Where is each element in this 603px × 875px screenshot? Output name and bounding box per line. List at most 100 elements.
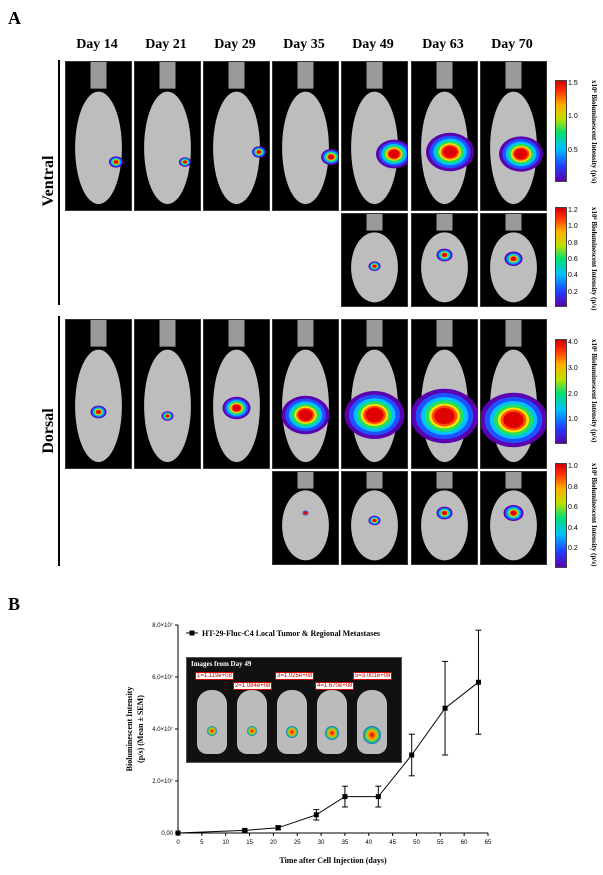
dorsal-lower-image [341,471,408,565]
signal-contour [304,511,307,515]
x-tick-label: 5 [200,840,204,846]
mouse-illustration [282,472,329,561]
day-label: Day 35 [283,37,325,52]
nose-cone [228,320,245,347]
colorbar-tick: 1.2 [568,207,578,214]
dorsal-image [341,319,408,469]
mouse-body [421,232,468,303]
signal-contour [183,160,187,164]
nose-cone [90,320,107,347]
colorbar [555,80,567,182]
mouse-body [351,91,398,205]
legend-label: HT-29-Fluc-C4 Local Tumor & Regional Met… [202,629,380,638]
colorbar-title: x10⁶ Bioluminescent Intensity (p/s) [590,463,598,567]
panel-b-label: B [8,594,21,614]
nose-cone [159,62,176,89]
data-point [313,812,319,818]
panel-a-label: A [8,8,21,28]
colorbar-tick: 0.8 [568,239,578,247]
mouse-illustration [144,320,191,463]
mouse-illustration [421,214,468,303]
signal-contour [113,160,119,164]
y-axis-subtitle: (p/s) (Mean ± SEM) [136,695,145,763]
data-point [275,825,281,831]
dorsal-lower-image [411,471,478,565]
inset-signal [207,726,217,736]
signal-contour [372,264,377,268]
day-label: Day 70 [491,37,533,52]
ventral-image [65,61,132,211]
dorsal-image [134,319,201,469]
x-tick-label: 25 [294,840,301,846]
nose-cone [366,62,383,89]
mouse-illustration [75,320,122,463]
signal-contour [514,148,528,160]
mouse-illustration [213,320,260,463]
x-tick-label: 35 [342,840,349,846]
inset-mouse [317,690,347,754]
colorbar [555,339,567,444]
colorbar-tick: 0.4 [568,524,578,532]
signal-contour [503,411,524,429]
colorbar-tick: 0.4 [568,272,578,280]
mouse-illustration [75,62,123,205]
mouse-illustration [351,62,407,205]
y-tick-label: 0.00 [161,831,173,837]
day-label: Day 21 [145,37,187,52]
ventral-image [341,61,408,211]
x-tick-label: 45 [389,840,396,846]
day-label: Day 14 [76,37,118,52]
colorbar-tick: 0.6 [568,504,578,512]
colorbar-tick: 1.5 [568,80,578,87]
x-axis-title: Time after Cell Injection (days) [279,856,387,865]
data-point [442,705,448,711]
mouse-illustration [490,62,543,205]
bioluminescence-chart: 0 5 10 15 20 25 30 35 40 45 50 55 60 65 0.00 2.0×10⁷ 4.0… [125,622,492,865]
inset-title: Images from Day 49 [191,660,252,668]
colorbar-tick: 1.0 [568,223,578,231]
mouse-illustration [421,472,468,561]
dorsal-image [272,319,339,469]
inset-mouse [277,690,307,754]
mouse-body [490,232,537,303]
nose-cone [436,472,453,489]
colorbar-tick: 0.6 [568,256,578,263]
nose-cone [297,320,314,347]
nose-cone [505,472,522,489]
ventral-image [480,61,547,211]
colorbar-tick: 1.0 [568,416,578,424]
y-tick-label: 8.0×10⁷ [152,622,173,629]
day-label: Day 29 [214,37,256,52]
inset-signal [247,726,257,736]
ventral-image [134,61,201,211]
colorbar-tick: 1.0 [568,113,578,121]
data-point [409,752,415,758]
day-label: Day 49 [352,37,394,52]
mouse-body [282,91,329,205]
inset-mouse [357,690,387,754]
nose-cone [505,320,522,347]
inset-signal [363,726,381,744]
x-tick-label: 65 [485,840,492,846]
mouse-body [144,349,191,463]
signal-contour [165,414,170,418]
signal-contour [96,410,101,414]
data-point [375,794,381,800]
nose-cone [505,62,522,89]
inset-mouse [197,690,227,754]
inset-roi-label: 1=1.119e+08 [195,672,234,680]
data-point [242,827,248,833]
dorsal-image [411,319,478,469]
nose-cone [505,214,522,231]
inset-roi-label: 2=1.084e+08 [233,682,273,690]
mouse-body [282,490,329,561]
colorbar-tick: 2.0 [568,390,578,398]
mouse-illustration [481,320,546,463]
nose-cone [159,320,176,347]
mouse-body [351,490,398,561]
colorbar-tick: 0.8 [568,483,578,491]
signal-contour [442,511,447,515]
dorsal-lower-image [272,471,339,565]
mouse-body [490,490,537,561]
day49-inset: Images from Day 49 1=1.119e+08 2=1.084e+0… [186,657,402,763]
